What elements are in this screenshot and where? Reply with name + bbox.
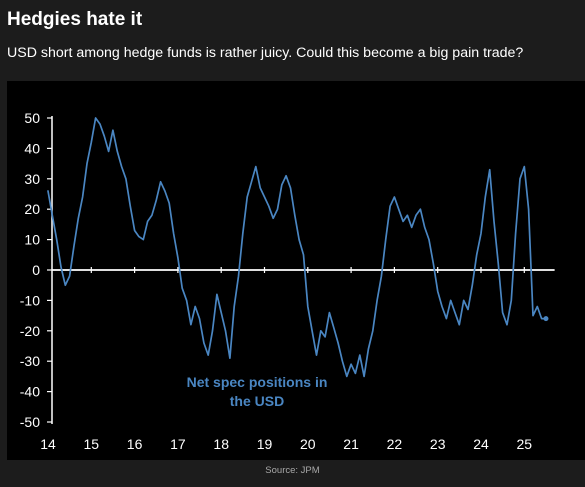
y-tick-label: 30 <box>24 171 40 187</box>
x-tick-label: 24 <box>473 436 489 452</box>
chart-panel: 50 40 30 20 10 0 -10 -20 -30 -40 -50 14 15 16 17 18 19 2… <box>7 81 585 460</box>
y-tick-label: 10 <box>24 232 40 248</box>
y-tick-label: -20 <box>20 323 40 339</box>
y-tick-label: 40 <box>24 140 40 156</box>
x-tick-label: 20 <box>300 436 316 452</box>
series-end-point <box>543 316 549 322</box>
y-tick-label: -30 <box>20 353 40 369</box>
y-axis: 50 40 30 20 10 0 -10 -20 -30 -40 -50 <box>20 110 53 430</box>
page-title: Hedgies hate it <box>7 9 143 30</box>
annotation-line-2: the USD <box>230 393 284 409</box>
series-group <box>47 117 549 378</box>
chart-annotation: Net spec positions in the USD <box>187 374 328 409</box>
x-tick-label: 22 <box>387 436 403 452</box>
x-tick-label: 18 <box>213 436 229 452</box>
y-tick-label: 50 <box>24 110 40 126</box>
source-note: Source: JPM <box>265 465 320 476</box>
y-tick-label: -10 <box>20 292 40 308</box>
x-tick-label: 25 <box>517 436 533 452</box>
x-tick-label: 15 <box>84 436 100 452</box>
net-spec-usd-chart: 50 40 30 20 10 0 -10 -20 -30 -40 -50 14 15 16 17 18 19 2… <box>20 110 555 452</box>
x-tick-label: 16 <box>127 436 143 452</box>
y-tick-label: 0 <box>32 262 40 278</box>
page-subtitle: USD short among hedge funds is rather ju… <box>7 45 524 61</box>
x-tick-label: 23 <box>430 436 446 452</box>
y-tick-label: -40 <box>20 384 40 400</box>
annotation-line-1: Net spec positions in <box>187 374 328 390</box>
x-tick-label: 21 <box>343 436 359 452</box>
y-tick-label: -50 <box>20 414 40 430</box>
x-tick-label: 17 <box>170 436 186 452</box>
x-axis: 14 15 16 17 18 19 20 21 22 23 24 25 <box>40 267 555 452</box>
x-tick-label: 14 <box>40 436 56 452</box>
series-line-0 <box>47 117 547 378</box>
y-tick-label: 20 <box>24 201 40 217</box>
x-tick-label: 19 <box>257 436 273 452</box>
